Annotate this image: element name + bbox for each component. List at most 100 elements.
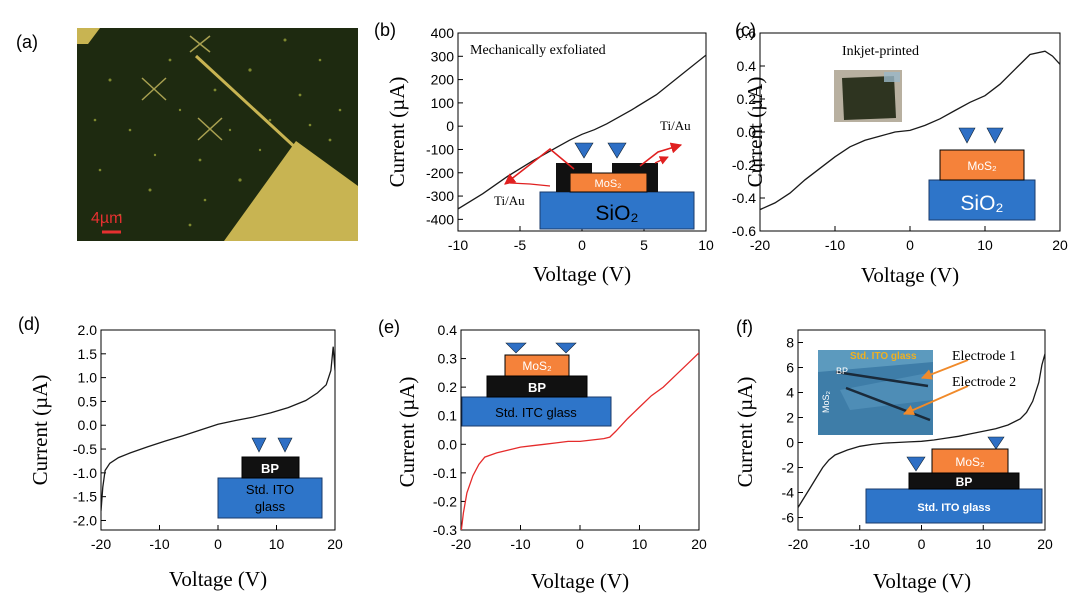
chart-d-y-tick-label: 2.0 <box>78 322 98 338</box>
chart-d-xlabel: Voltage (V) <box>169 567 267 591</box>
chart-e-x-tick-label: 10 <box>632 536 648 552</box>
inset-b-contact-left <box>556 163 592 192</box>
chart-c-x-tick-label: 0 <box>906 237 914 253</box>
chart-e-y-tick-label: -0.3 <box>433 522 457 538</box>
chart-c-xlabel: Voltage (V) <box>861 263 959 287</box>
panel-label-d: (d) <box>18 314 40 334</box>
chart-c-title: Inkjet-printed <box>842 44 919 59</box>
chart-e-x-tick-label: 20 <box>691 536 707 552</box>
inset-f-bp-label: BP <box>956 475 973 489</box>
chart-f-y-tick-label: 0 <box>786 435 794 451</box>
chart-f-y-ticks: -6 -4 -2 0 2 4 6 8 <box>782 335 803 526</box>
chart-d-y-tick-label: 1.5 <box>78 346 98 362</box>
chart-c-x-tick-label: -10 <box>825 237 845 253</box>
inset-c-mos2-layer <box>939 149 1025 181</box>
chart-d-inset: Std. ITO glass BP <box>217 437 323 519</box>
inset-d-substrate-label-2: glass <box>255 499 286 514</box>
inset-e-substrate <box>461 396 612 427</box>
chart-b-x-tick-label: 5 <box>640 237 648 253</box>
chart-b-inset: SiO₂ MoS₂ Ti/Au Ti/Au <box>494 118 695 230</box>
inset-e-bp-label: BP <box>528 380 546 395</box>
ito-photo-probe-1 <box>835 370 929 388</box>
chart-b-title: Mechanically exfoliated <box>470 43 606 58</box>
inset-b-arrow-right-2 <box>654 156 669 165</box>
chart-d-ylabel: Current (µA) <box>28 375 52 486</box>
chart-e: -0.3-0.2-0.10.00.10.20.30.4 -20 -10 0 10 20 … <box>395 322 707 593</box>
inset-b-arrow-right <box>639 142 683 167</box>
inkjet-photo-film <box>842 76 896 120</box>
ito-photo-mos2-label: MoS₂ <box>821 390 831 413</box>
electrode-2-arrow <box>903 385 969 416</box>
gold-pad-bottom-right <box>224 141 358 241</box>
chart-b-x-tick-label: 10 <box>698 237 714 253</box>
inkjet-photo <box>834 70 902 122</box>
chart-f-series-line <box>798 353 1045 508</box>
chart-f-y-tick-label: 2 <box>786 410 794 426</box>
inset-c-substrate-label: SiO₂ <box>960 192 1003 215</box>
inset-e-probe-tip-right <box>555 342 577 354</box>
electrode-2-label: Electrode 2 <box>952 375 1016 390</box>
chart-e-ylabel: Current (µA) <box>395 377 419 488</box>
chart-d-y-tick-label: -1.5 <box>73 489 97 505</box>
chart-e-frame <box>460 329 700 531</box>
chart-b-y-tick-label: -300 <box>426 188 454 204</box>
inset-b-probe-tip-right <box>607 142 627 159</box>
chart-e-x-tick-label: -20 <box>451 536 471 552</box>
chart-b-y-tick-label: 100 <box>431 95 455 111</box>
chart-e-xlabel: Voltage (V) <box>531 569 629 593</box>
chart-f-ylabel: Current (µA) <box>733 377 757 488</box>
chart-d-x-tick-label: 0 <box>214 536 222 552</box>
chart-b-xlabel: Voltage (V) <box>533 262 631 286</box>
chart-b-y-tick-label: 0 <box>446 118 454 134</box>
inkjet-photo-highlight <box>884 72 900 82</box>
inset-c-probe-tip-left <box>958 127 976 144</box>
chart-b-ylabel: Current (µA) <box>385 77 409 188</box>
chart-f-y-tick-label: 8 <box>786 335 794 351</box>
chart-f-x-tick-label: 0 <box>918 536 926 552</box>
inset-d-bp-label: BP <box>261 461 279 476</box>
panel-label-a: (a) <box>16 32 38 52</box>
chart-e-y-tick-label: 0.2 <box>438 379 458 395</box>
panel-label-f: (f) <box>736 317 753 337</box>
scale-bar-label: 4µm <box>91 210 122 227</box>
chart-e-y-tick-label: 0.1 <box>438 408 458 424</box>
inset-d-probe-tip-right <box>277 437 293 453</box>
chart-f-x-tick-label: 20 <box>1037 536 1053 552</box>
chart-e-y-tick-label: 0.3 <box>438 351 458 367</box>
chart-c-y-tick-label: 0.2 <box>737 91 757 107</box>
chart-d-x-tick-label: -20 <box>91 536 111 552</box>
chart-e-x-tick-label: -10 <box>510 536 530 552</box>
chart-b-x-tick-label: -5 <box>514 237 527 253</box>
inset-c-mos2-label: MoS₂ <box>967 159 997 173</box>
chart-d-y-ticks: -2.0 -1.5 -1.0 -0.5 0.0 0.5 1.0 1.5 2.0 <box>73 322 106 528</box>
alignment-marks <box>141 35 223 141</box>
chart-f-y-tick-label: 6 <box>786 360 794 376</box>
inset-b-contact-left-label: Ti/Au <box>494 193 525 208</box>
chart-c-x-ticks: -20 -10 0 10 20 <box>750 226 1068 253</box>
electrode-1-arrow <box>920 359 969 380</box>
chart-d-y-tick-label: -0.5 <box>73 441 97 457</box>
ito-photo-bp-region <box>840 372 933 410</box>
chart-c-y-tick-label: 0.6 <box>737 25 757 41</box>
chart-b-y-tick-label: -100 <box>426 141 454 157</box>
panel-label-e: (e) <box>378 317 400 337</box>
chart-b-y-tick-label: 400 <box>431 25 455 41</box>
chart-e-x-tick-label: 0 <box>576 536 584 552</box>
electrode-1-label: Electrode 1 <box>952 349 1016 364</box>
inset-f-mos2-label: MoS₂ <box>955 455 985 469</box>
chart-e-y-tick-label: 0.0 <box>438 436 458 452</box>
inset-b-contact-right-label: Ti/Au <box>660 118 691 133</box>
inset-e-probe-tip-left <box>505 342 527 354</box>
chart-b-y-tick-label: 300 <box>431 48 455 64</box>
inset-d-substrate <box>217 477 323 519</box>
chart-b-y-tick-label: -400 <box>426 211 454 227</box>
electrode-line <box>194 54 300 152</box>
chart-c-y-tick-label: -0.6 <box>732 223 756 239</box>
inset-b-contact-right <box>612 163 658 192</box>
chart-b-y-tick-label: 200 <box>431 72 455 88</box>
inset-e-mos2-label: MoS₂ <box>522 359 552 373</box>
chart-f-x-tick-label: -20 <box>788 536 808 552</box>
chart-f-x-ticks: -20 -10 0 10 20 <box>788 525 1053 552</box>
gold-pad-top-left <box>77 28 100 44</box>
